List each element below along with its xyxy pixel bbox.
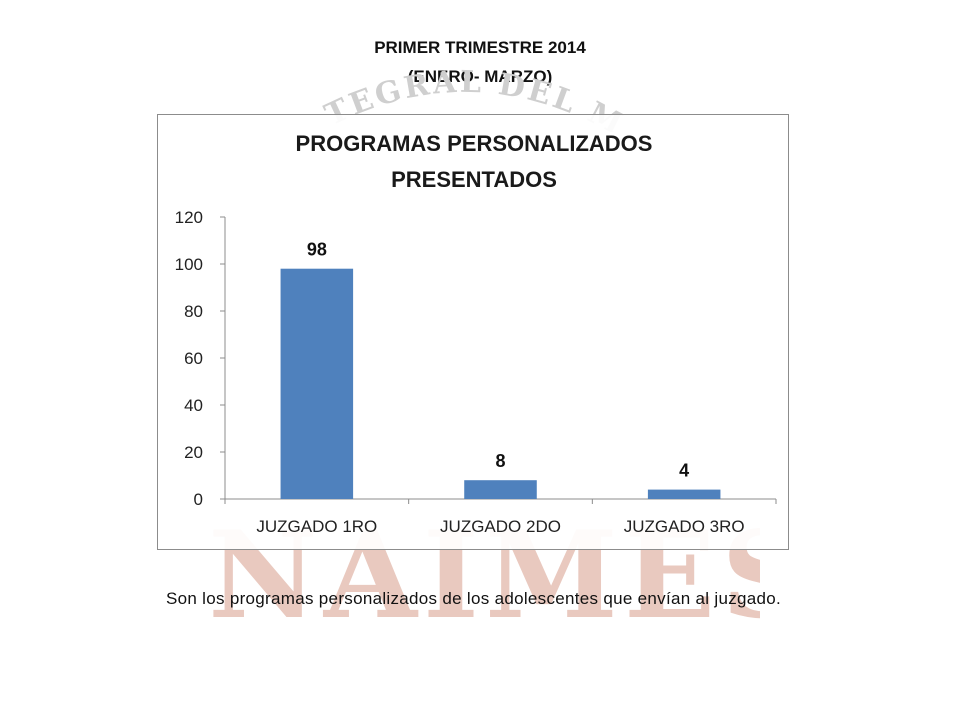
data-label-3: 4 xyxy=(679,461,689,481)
x-category-label-3: JUZGADO 3RO xyxy=(624,517,745,536)
page-title-line-2: (ENERO- MARZO) xyxy=(407,67,553,86)
bar-2 xyxy=(464,480,537,499)
x-category-label-2: JUZGADO 2DO xyxy=(440,517,561,536)
y-tick-label: 40 xyxy=(184,396,203,415)
bar-3 xyxy=(647,489,721,499)
data-label-1: 98 xyxy=(307,240,327,260)
chart-title-line-2: PRESENTADOS xyxy=(391,167,557,192)
y-tick-label: 80 xyxy=(184,302,203,321)
y-tick-label: 60 xyxy=(184,349,203,368)
bar-1 xyxy=(280,268,354,499)
x-category-label-1: JUZGADO 1RO xyxy=(256,517,377,536)
y-tick-label: 100 xyxy=(175,255,203,274)
y-tick-label: 20 xyxy=(184,443,203,462)
bar-chart: PROGRAMAS PERSONALIZADOS PRESENTADOS 0 20 40… xyxy=(157,114,789,550)
chart-canvas: PROGRAMAS PERSONALIZADOS PRESENTADOS 0 20 40… xyxy=(175,131,777,536)
y-tick-label: 0 xyxy=(194,490,203,509)
data-label-2: 8 xyxy=(495,451,505,471)
description-text: Son los programas personalizados de los … xyxy=(166,589,782,608)
page-title-line-1: PRIMER TRIMESTRE 2014 xyxy=(374,38,586,57)
chart-title-line-1: PROGRAMAS PERSONALIZADOS xyxy=(296,131,653,156)
y-tick-label: 120 xyxy=(175,208,203,227)
